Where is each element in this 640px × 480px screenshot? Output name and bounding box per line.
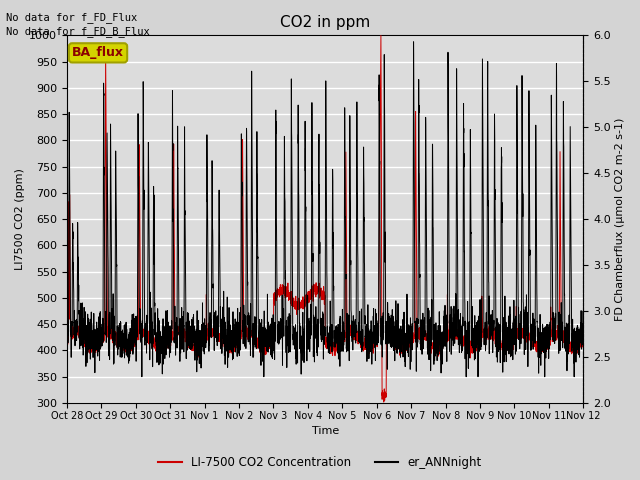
Text: BA_flux: BA_flux [72,47,124,60]
Text: No data for f_FD_B_Flux: No data for f_FD_B_Flux [6,26,150,37]
Y-axis label: LI7500 CO2 (ppm): LI7500 CO2 (ppm) [15,168,25,270]
X-axis label: Time: Time [312,426,339,436]
Text: No data for f_FD_Flux: No data for f_FD_Flux [6,12,138,23]
Title: CO2 in ppm: CO2 in ppm [280,15,371,30]
Legend: LI-7500 CO2 Concentration, er_ANNnight: LI-7500 CO2 Concentration, er_ANNnight [153,452,487,474]
Y-axis label: FD Chamberflux (μmol CO2 m-2 s-1): FD Chamberflux (μmol CO2 m-2 s-1) [615,118,625,321]
